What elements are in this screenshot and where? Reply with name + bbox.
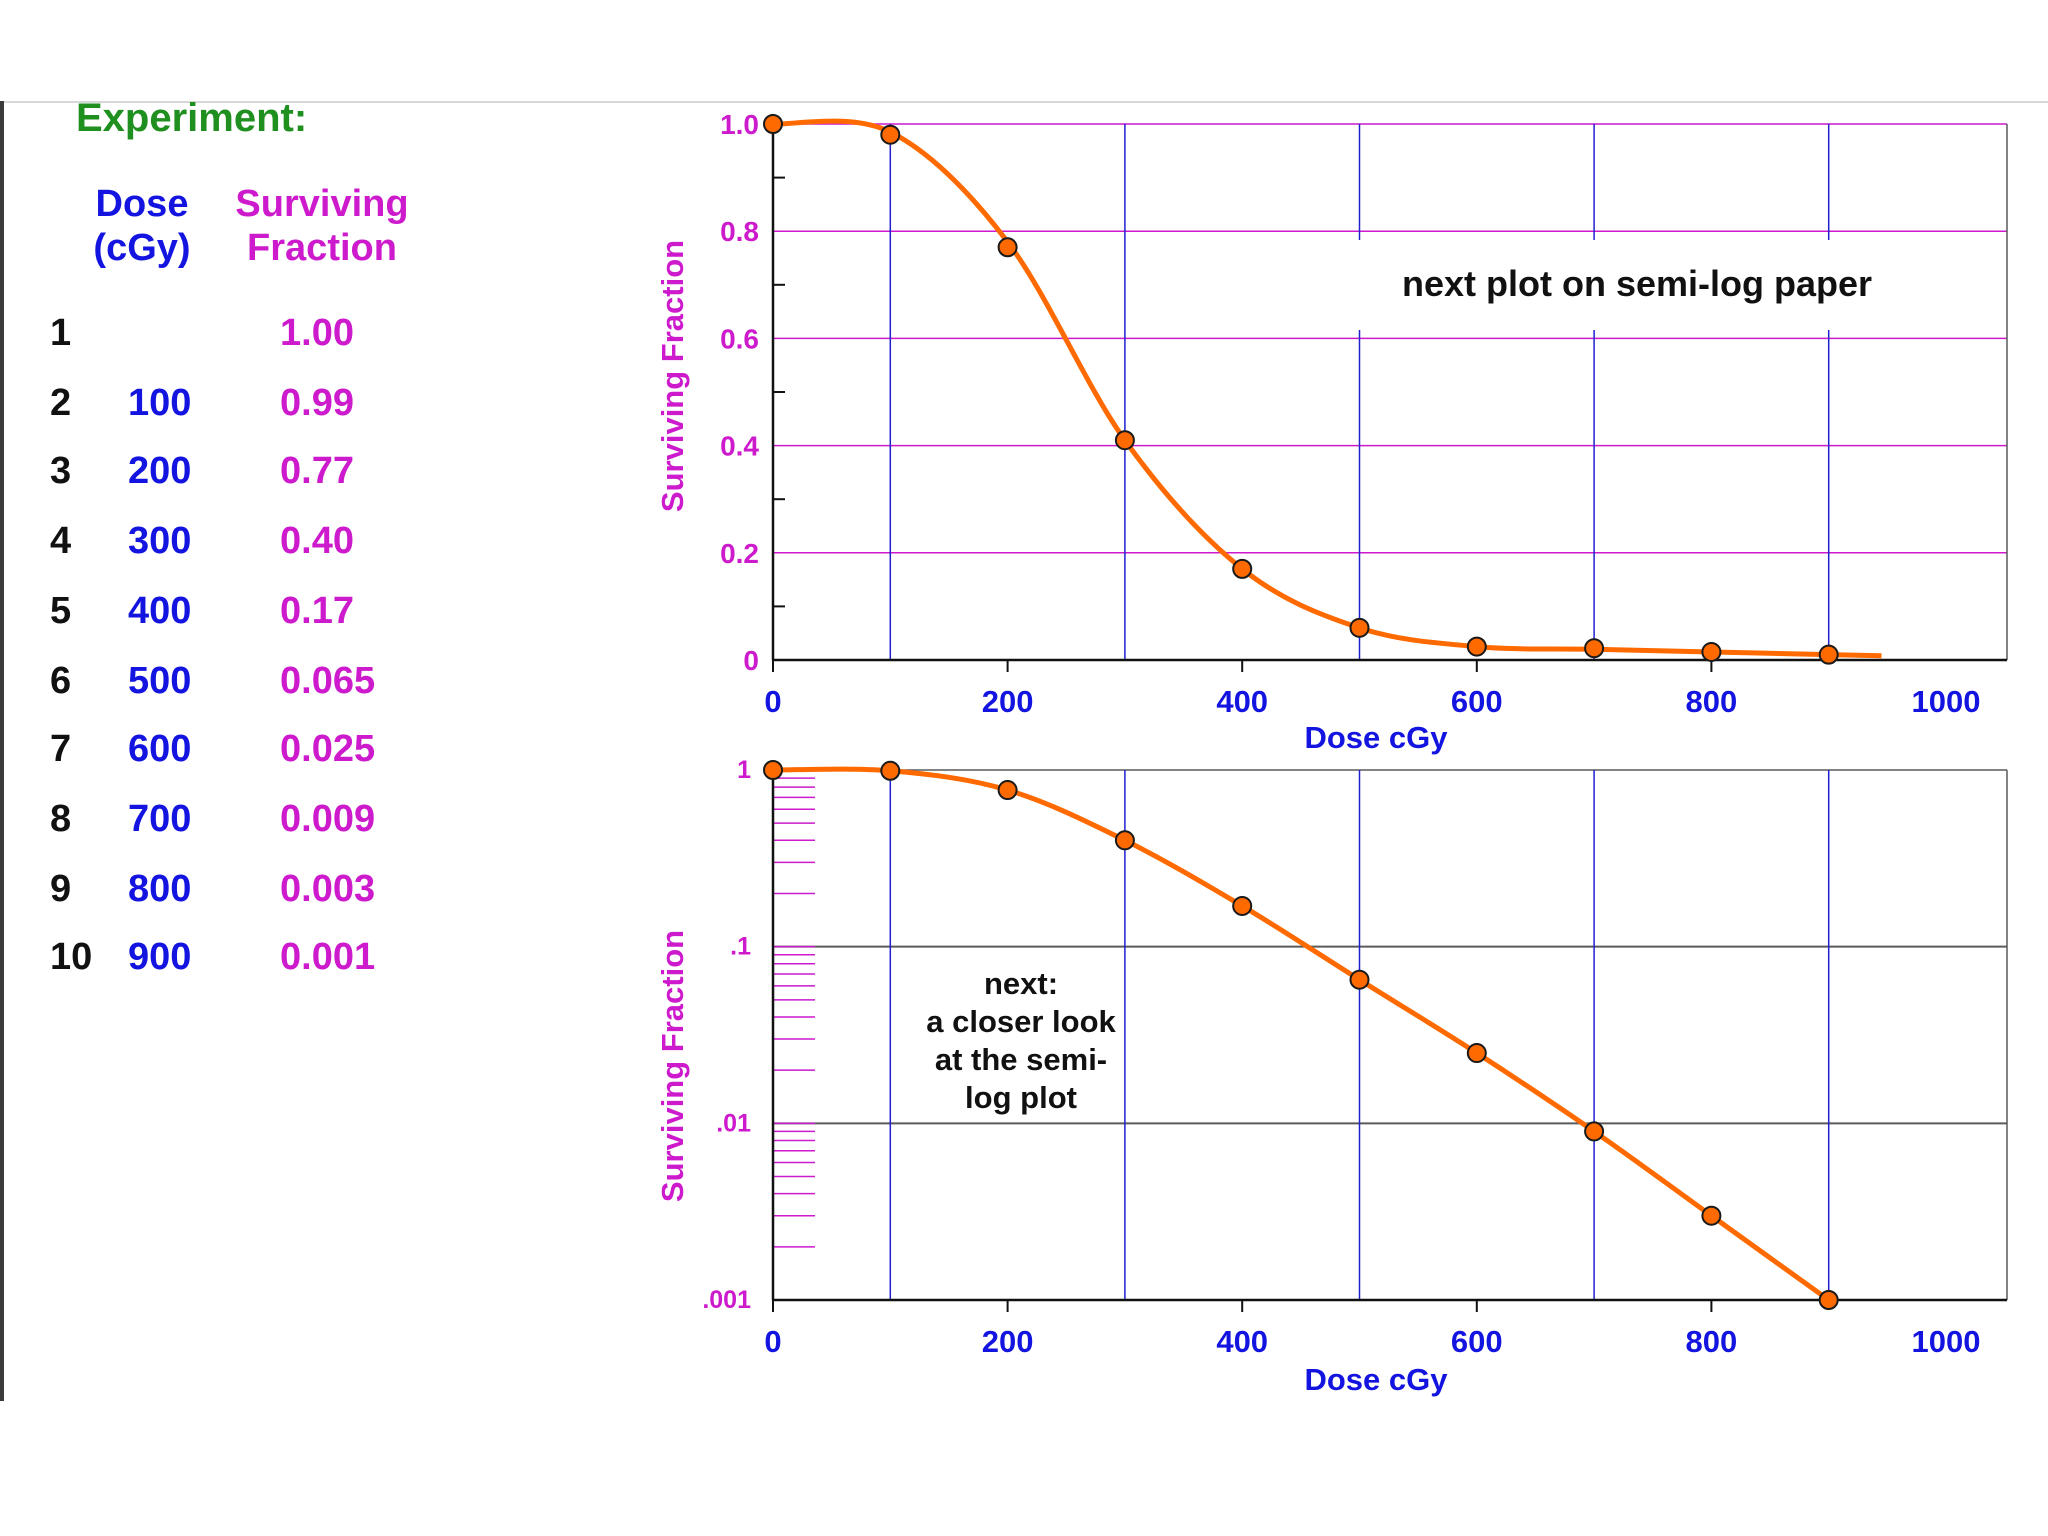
data-point: [1701, 1205, 1722, 1226]
row-surviving-fraction: 0.001: [280, 936, 376, 978]
y-tick-label: 1: [737, 756, 751, 784]
y-tick-label: 0.2: [720, 538, 759, 569]
x-axis-label: Dose cGy: [1304, 1362, 1448, 1397]
row-index: 1: [50, 312, 72, 354]
sf-header-line-2: Fraction: [247, 227, 397, 269]
annotation-text: log plot: [965, 1080, 1077, 1115]
y-tick-label: 0.4: [720, 431, 759, 462]
x-tick-label: 600: [1451, 684, 1503, 719]
row-surviving-fraction: 0.77: [280, 450, 354, 492]
x-tick-label: 800: [1686, 684, 1738, 719]
data-point: [1818, 1290, 1839, 1310]
dose-column-header: Dose (cGy): [80, 182, 204, 270]
data-point: [997, 780, 1018, 801]
dose-header-line-2: (cGy): [93, 227, 191, 269]
data-point: [1349, 969, 1370, 990]
y-axis-label: Surviving Fraction: [655, 240, 690, 512]
x-tick-label: 200: [982, 684, 1034, 719]
surviving-fraction-column-header: Surviving Fraction: [224, 182, 420, 270]
row-dose: 800: [128, 868, 192, 910]
series-line: [772, 766, 1831, 1303]
y-tick-label: .01: [716, 1109, 751, 1137]
data-point: [1232, 895, 1253, 916]
x-tick-label: 0: [764, 684, 781, 719]
data-point: [997, 237, 1018, 258]
experiment-title: Experiment:: [76, 96, 308, 140]
y-tick-label: 0: [743, 645, 759, 676]
data-point: [1584, 1121, 1605, 1142]
data-point: [880, 124, 901, 145]
x-axis-label: Dose cGy: [1304, 720, 1448, 755]
row-index: 3: [50, 450, 72, 492]
dose-header-line-1: Dose: [95, 183, 189, 225]
left-border: [0, 101, 4, 1401]
row-dose: 900: [128, 936, 192, 978]
data-point: [1701, 641, 1722, 662]
x-tick-label: 400: [1216, 684, 1268, 719]
sf-header-line-1: Surviving: [235, 183, 409, 225]
data-point: [1818, 644, 1839, 665]
x-tick-label: 1000: [1912, 684, 1981, 719]
row-index: 9: [50, 868, 72, 910]
row-index: 4: [50, 520, 72, 562]
row-dose: 100: [128, 382, 192, 424]
annotation-text: at the semi-: [935, 1042, 1107, 1077]
series-line: [772, 118, 1882, 659]
row-dose: 700: [128, 798, 192, 840]
row-surviving-fraction: 0.40: [280, 520, 354, 562]
row-surviving-fraction: 0.17: [280, 590, 354, 632]
x-tick-label: 400: [1216, 1324, 1268, 1359]
row-surviving-fraction: 0.003: [280, 868, 376, 910]
row-index: 6: [50, 660, 72, 702]
annotation-box: [898, 960, 1146, 1120]
x-tick-label: 600: [1451, 1324, 1503, 1359]
data-point: [880, 760, 901, 781]
row-surviving-fraction: 1.00: [280, 312, 354, 354]
row-index: 10: [50, 936, 93, 978]
y-tick-label: .1: [730, 933, 751, 961]
y-axis-label: Surviving Fraction: [655, 930, 690, 1202]
y-tick-label: 1.0: [720, 109, 759, 140]
row-dose: 200: [128, 450, 192, 492]
row-surviving-fraction: 0.009: [280, 798, 376, 840]
top-divider: [0, 101, 2048, 103]
row-surviving-fraction: 0.025: [280, 728, 376, 770]
x-tick-label: 800: [1686, 1324, 1738, 1359]
data-point: [1584, 638, 1605, 659]
data-point: [1466, 1043, 1487, 1064]
annotation-text: next:: [984, 966, 1058, 1001]
y-tick-label: .001: [702, 1286, 751, 1314]
data-point: [1232, 558, 1253, 579]
row-index: 7: [50, 728, 72, 770]
data-point: [1349, 617, 1370, 638]
data-point: [763, 114, 783, 134]
row-dose: 600: [128, 728, 192, 770]
row-dose: 300: [128, 520, 192, 562]
data-point: [1466, 636, 1487, 657]
y-tick-label: 0.6: [720, 323, 759, 354]
data-point: [1114, 430, 1135, 451]
annotation-box: [1350, 248, 1950, 324]
annotation-text: a closer look: [926, 1004, 1116, 1039]
annotation-text: next plot on semi-log paper: [1402, 263, 1872, 304]
y-tick-label: 0.8: [720, 216, 759, 247]
row-index: 5: [50, 590, 72, 632]
row-index: 2: [50, 382, 72, 424]
data-point: [1114, 830, 1135, 851]
row-surviving-fraction: 0.99: [280, 382, 354, 424]
x-tick-label: 0: [764, 1324, 781, 1359]
x-tick-label: 200: [982, 1324, 1034, 1359]
row-dose: 500: [128, 660, 192, 702]
row-surviving-fraction: 0.065: [280, 660, 376, 702]
row-dose: 400: [128, 590, 192, 632]
data-point: [763, 760, 783, 780]
x-tick-label: 1000: [1912, 1324, 1981, 1359]
row-index: 8: [50, 798, 72, 840]
